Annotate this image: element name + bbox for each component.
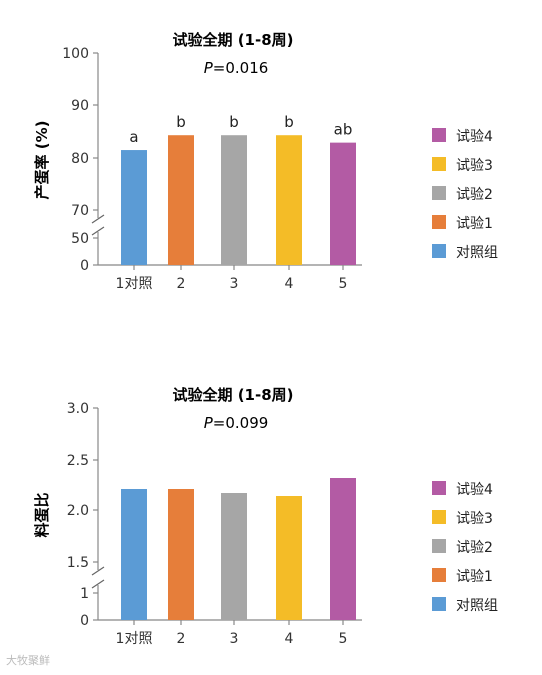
bar — [168, 489, 194, 620]
y-tick-label: 2.0 — [67, 503, 89, 519]
axis-break-mark — [91, 214, 105, 236]
p-value-number: =0.016 — [213, 59, 269, 77]
legend-swatch — [432, 568, 446, 582]
legend-label: 对照组 — [456, 245, 498, 261]
y-tick-label: 0 — [80, 613, 89, 629]
x-tick-label: 2 — [177, 631, 186, 647]
p-value-symbol: P — [204, 414, 214, 432]
y-tick-label: 3.0 — [67, 401, 89, 417]
x-tick-label: 1对照 — [116, 631, 153, 647]
x-tick-label: 5 — [339, 276, 348, 292]
bar — [121, 150, 147, 265]
x-tick-label: 1对照 — [116, 276, 153, 292]
legend-label: 试验4 — [456, 129, 493, 145]
bar — [276, 135, 302, 265]
legend-swatch — [432, 128, 446, 142]
bar — [330, 142, 356, 265]
legend-swatch — [432, 510, 446, 524]
y-tick-label: 1 — [80, 586, 89, 602]
chart-panel-1: 试验全期 (1-8周) P=0.016 产蛋率 (%) 0 50 70 80 90 100 1对照… — [33, 31, 498, 292]
legend-swatch — [432, 157, 446, 171]
legend-swatch — [432, 539, 446, 553]
legend-label: 试验2 — [456, 540, 493, 556]
watermark-text: 大牧聚鲜 — [6, 653, 50, 667]
legend-swatch — [432, 597, 446, 611]
x-tick-label: 5 — [339, 631, 348, 647]
p-value-number: =0.099 — [213, 414, 269, 432]
bar — [276, 496, 302, 620]
significance-letter: b — [284, 113, 294, 131]
y-tick-label: 100 — [62, 46, 89, 62]
axis-break-mark — [91, 566, 105, 589]
x-tick-label: 3 — [230, 631, 239, 647]
legend-swatch — [432, 186, 446, 200]
legend-label: 试验2 — [456, 187, 493, 203]
legend-label: 对照组 — [456, 598, 498, 614]
x-tick-label: 3 — [230, 276, 239, 292]
y-tick-label: 1.5 — [67, 555, 89, 571]
legend-label: 试验3 — [456, 511, 493, 527]
significance-letter: a — [129, 128, 138, 146]
legend-label: 试验4 — [456, 482, 493, 498]
p-value-symbol: P — [204, 59, 214, 77]
legend-swatch — [432, 215, 446, 229]
p-value-label: P=0.099 — [204, 414, 269, 432]
bar — [221, 135, 247, 265]
y-tick-label: 70 — [71, 203, 89, 219]
y-axis-label: 料蛋比 — [33, 492, 51, 537]
significance-letter: ab — [334, 121, 353, 139]
significance-letter: b — [229, 113, 239, 131]
significance-letter: b — [176, 113, 186, 131]
chart-title: 试验全期 (1-8周) — [172, 31, 293, 49]
legend-label: 试验3 — [456, 158, 493, 174]
y-tick-label: 90 — [71, 98, 89, 114]
legend-label: 试验1 — [456, 569, 493, 585]
x-tick-label: 2 — [177, 276, 186, 292]
bar — [221, 493, 247, 620]
chart-panel-2: 试验全期 (1-8周) P=0.099 料蛋比 0 1 1.5 2.0 2.5 3.0 1对照 2 3… — [33, 386, 498, 647]
bar — [168, 135, 194, 265]
x-tick-label: 4 — [285, 276, 294, 292]
y-tick-label: 0 — [80, 258, 89, 274]
bar — [121, 489, 147, 620]
x-tick-label: 4 — [285, 631, 294, 647]
y-tick-label: 80 — [71, 151, 89, 167]
legend-label: 试验1 — [456, 216, 493, 232]
bar — [330, 478, 356, 620]
y-tick-label: 50 — [71, 231, 89, 247]
y-axis-label: 产蛋率 (%) — [33, 121, 51, 200]
y-tick-label: 2.5 — [67, 453, 89, 469]
chart-title: 试验全期 (1-8周) — [172, 386, 293, 404]
legend-swatch — [432, 481, 446, 495]
legend-swatch — [432, 244, 446, 258]
p-value-label: P=0.016 — [204, 59, 269, 77]
